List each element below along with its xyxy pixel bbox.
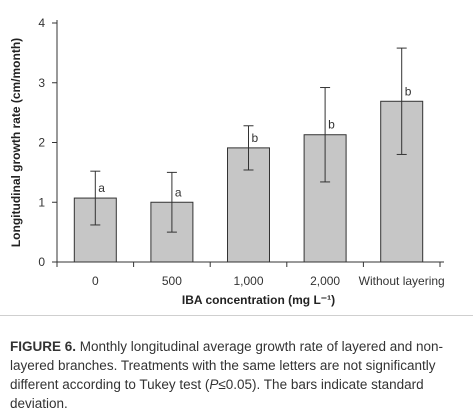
x-tick-label: 2,000 (310, 274, 340, 288)
y-tick-label: 3 (38, 76, 45, 90)
significance-letter: b (328, 118, 335, 132)
significance-letter: b (405, 84, 412, 98)
significance-letter: a (175, 185, 182, 199)
caption-p-symbol: P (209, 376, 219, 392)
y-tick-label: 2 (38, 136, 45, 150)
significance-letter: a (98, 181, 105, 195)
x-tick-label: Without layering (359, 274, 445, 288)
x-tick-label: 0 (92, 274, 99, 288)
bar (73, 197, 117, 263)
y-tick-label: 1 (38, 195, 45, 209)
significance-letter: b (252, 131, 259, 145)
caption-text-1: Monthly longitudinal average growth rate… (10, 338, 443, 392)
x-tick-label: 500 (162, 274, 182, 288)
figure-label: FIGURE 6. (10, 338, 77, 354)
y-tick-label: 4 (38, 16, 45, 30)
figure-caption: FIGURE 6. Monthly longitudinal average g… (10, 337, 468, 413)
x-axis-title: IBA concentration (mg L⁻¹) (182, 293, 335, 307)
caption-divider (0, 315, 473, 316)
caption-text-2: ≤0.05). The bars indicate standard devia… (10, 376, 424, 411)
y-tick-label: 0 (38, 255, 45, 269)
x-tick-label: 1,000 (233, 274, 263, 288)
bar-chart: 0 1 2 3 4 0 500 1,000 2,000 Without layering a a b b… (9, 16, 445, 307)
y-axis-title: Longitudinal growth rate (cm/month) (9, 38, 23, 247)
